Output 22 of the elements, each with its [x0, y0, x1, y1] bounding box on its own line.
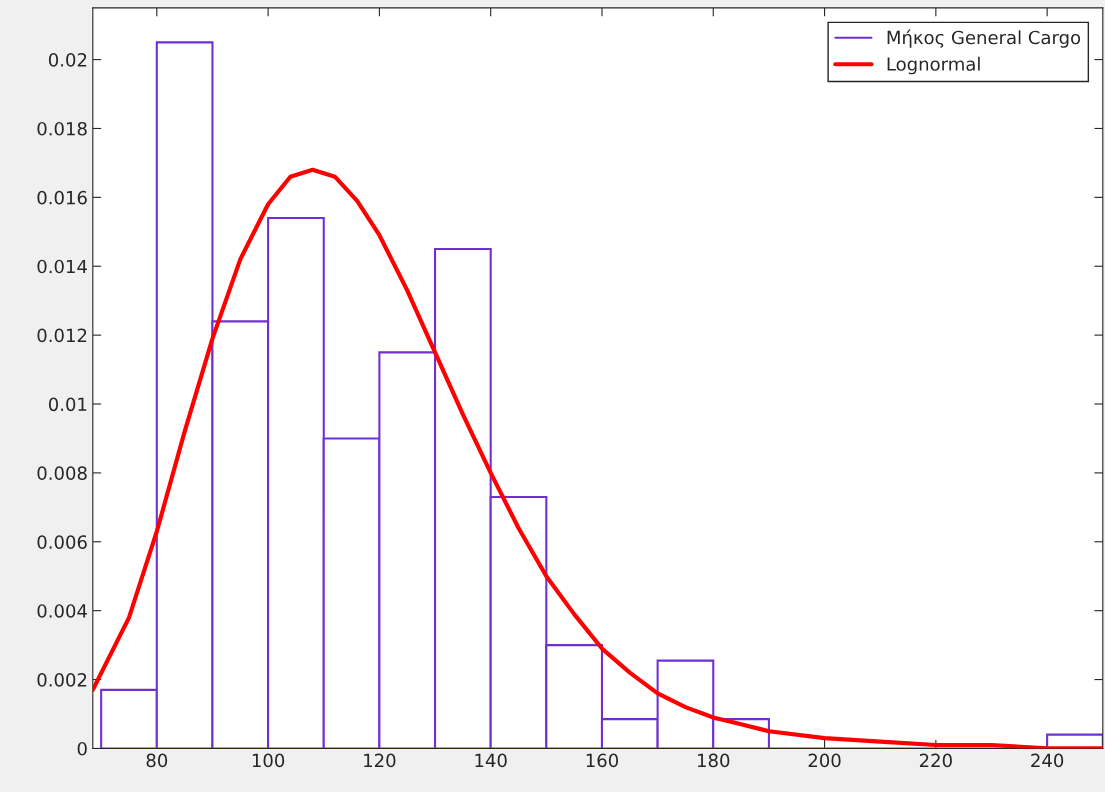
y-tick-label: 0.014 [37, 259, 87, 274]
y-tick-label: 0.016 [37, 190, 87, 205]
x-tick-label: 120 [364, 753, 396, 768]
x-tick-label: 200 [808, 753, 841, 768]
x-tick-label: 80 [146, 753, 168, 768]
x-tick-label: 220 [919, 753, 952, 768]
y-tick-label: 0.01 [48, 397, 87, 412]
y-tick-label: 0.002 [37, 673, 87, 687]
x-tick-label: 100 [252, 753, 285, 768]
x-tick-label: 140 [475, 753, 507, 768]
legend-label: Lognormal [887, 56, 980, 75]
y-tick-label: 0.012 [37, 328, 87, 343]
y-tick-label: 0.006 [37, 535, 87, 549]
x-tick-label: 160 [586, 753, 619, 768]
y-tick-label: 0.02 [48, 53, 87, 67]
x-tick-label: 180 [698, 753, 730, 768]
legend-label: Μήκος General Cargo [887, 29, 1081, 48]
y-tick-label: 0.004 [37, 604, 87, 618]
y-tick-label: 0 [77, 741, 87, 756]
y-tick-label: 0.018 [37, 121, 87, 136]
x-tick-label: 240 [1031, 753, 1064, 768]
y-tick-label: 0.008 [37, 466, 87, 481]
